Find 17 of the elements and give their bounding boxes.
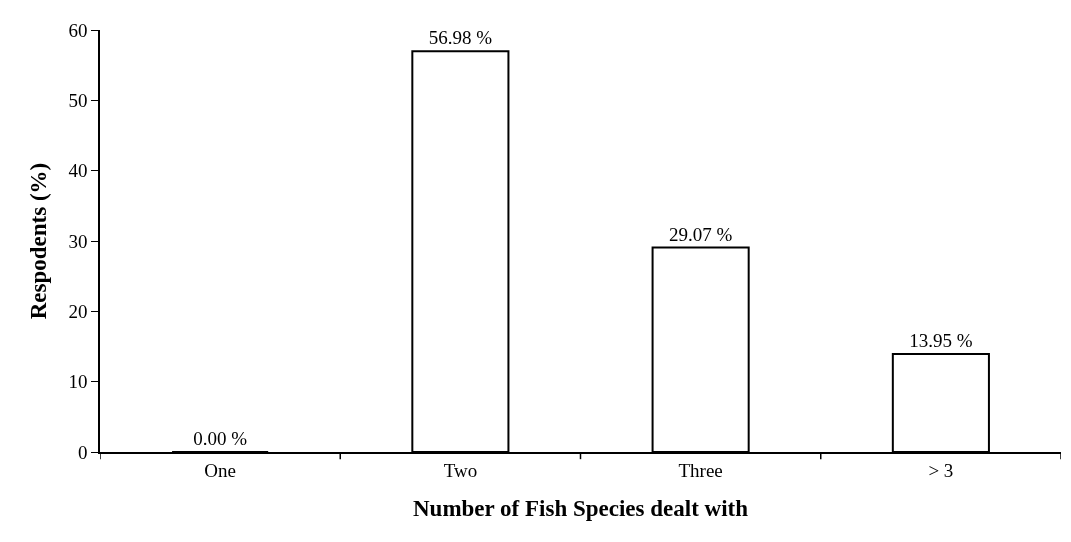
x-axis-title: Number of Fish Species dealt with xyxy=(413,495,749,521)
data-label: 0.00 % xyxy=(193,428,248,449)
y-tick-label: 50 xyxy=(68,89,88,111)
y-tick-label: 20 xyxy=(68,300,88,322)
y-tick-label: 60 xyxy=(68,19,88,41)
y-tick-label: 40 xyxy=(68,160,88,182)
data-label: 13.95 % xyxy=(909,329,973,351)
x-tick-label: Two xyxy=(443,459,478,481)
data-label: 56.98 % xyxy=(428,27,493,49)
x-tick-label: One xyxy=(204,459,236,481)
y-tick-label: 10 xyxy=(68,371,88,393)
x-tick-label: > 3 xyxy=(928,459,954,481)
x-tick-label: Three xyxy=(678,459,723,481)
data-label: 29.07 % xyxy=(668,223,733,245)
y-axis-title: Respodents (%) xyxy=(26,162,52,320)
y-tick-label: 0 xyxy=(77,441,88,463)
y-tick-label: 30 xyxy=(68,230,88,252)
